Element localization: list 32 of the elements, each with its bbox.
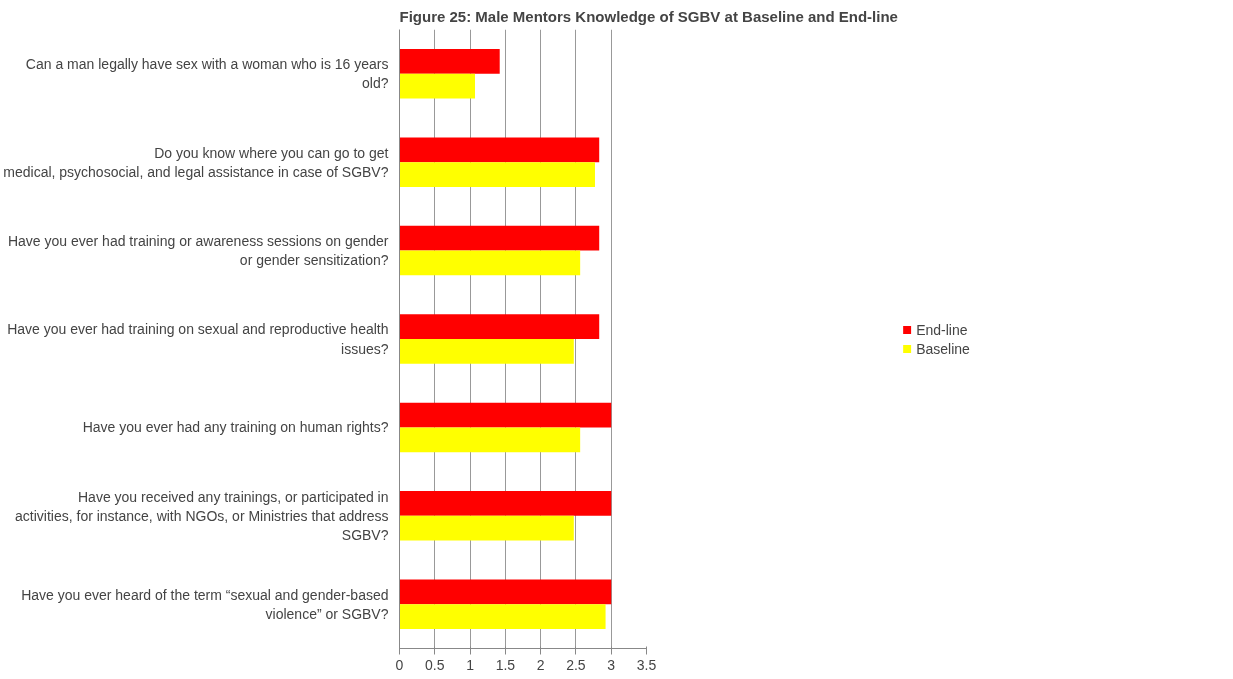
bar xyxy=(399,314,600,339)
bar xyxy=(399,427,581,453)
y-tick-label: Have you ever had any training on human rights? xyxy=(82,419,389,436)
bar xyxy=(399,491,612,516)
x-tick-label: 2 xyxy=(536,656,545,673)
x-tick-label: 3 xyxy=(607,656,616,673)
x-tick-label: 3.5 xyxy=(636,656,657,673)
bar xyxy=(399,339,574,364)
bar xyxy=(399,515,574,541)
y-tick-label: Have you ever had training on sexual and reproductive health issues? xyxy=(7,321,389,357)
legend-label: End-line xyxy=(916,321,968,337)
bar xyxy=(399,137,600,163)
x-tick-label: 2.5 xyxy=(566,656,586,673)
y-tick-label: Have you ever had training or awareness sessions on gender or gender sensitization? xyxy=(7,232,389,269)
y-tick-label: Have you ever heard of the term “sexual and gender-based violence” or SGBV? xyxy=(21,586,389,622)
bar xyxy=(399,604,606,630)
legend-label: Baseline xyxy=(916,340,970,356)
bar xyxy=(399,402,612,428)
bar xyxy=(399,73,476,99)
x-tick-label: 0 xyxy=(395,656,404,673)
bar xyxy=(399,48,500,74)
bar xyxy=(399,225,600,251)
x-tick-label: 0.5 xyxy=(425,656,445,673)
y-tick-label: Do you know where you can go to get medical, psychosocial, and legal assistance in case of SGBV? xyxy=(3,144,389,180)
x-tick-label: 1.5 xyxy=(495,656,516,673)
chart-title: Figure 25: Male Mentors Knowledge of SGBV at Baseline and End-line xyxy=(399,7,898,25)
bar xyxy=(399,162,595,187)
y-tick-label: Have you received any trainings, or participated in activities, for instance, with NGOs, or Ministries that address SGBV? xyxy=(15,488,389,544)
x-tick-label: 1 xyxy=(466,656,475,673)
bar xyxy=(399,579,612,605)
bar xyxy=(399,250,581,276)
y-tick-label: Can a man legally have sex with a woman who is 16 years old? xyxy=(25,56,389,92)
